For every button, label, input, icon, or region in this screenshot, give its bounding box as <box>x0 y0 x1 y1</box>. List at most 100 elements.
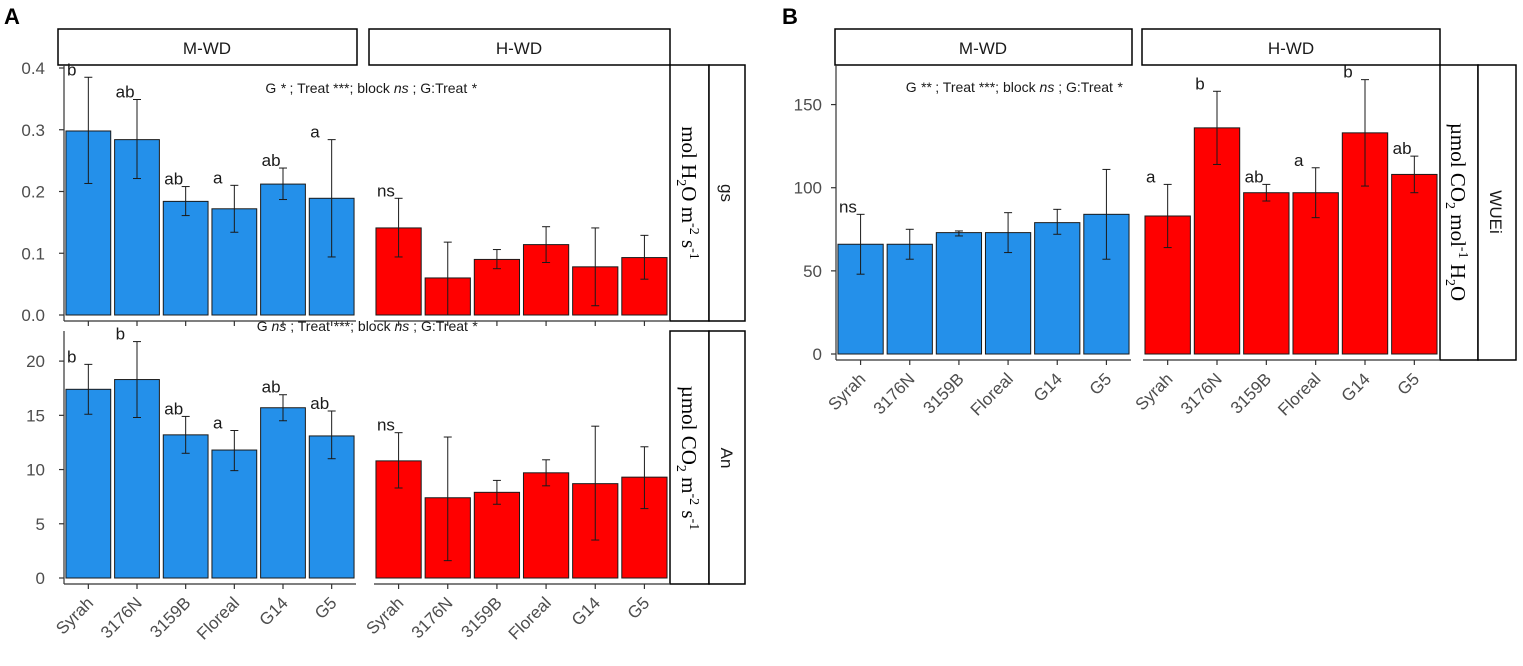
bar-3159b <box>162 200 209 316</box>
x-tick-label-g5: G5 <box>1086 369 1115 398</box>
series-m-wd-an: b Syrah b 3176N ab 3159B a Floreal ab G14 ab G5 <box>52 325 356 644</box>
bar-g14 <box>260 407 306 579</box>
strip-mwd-a <box>57 28 358 66</box>
y-tick-label: 0.2 <box>21 183 45 202</box>
sig-label: a <box>310 123 320 142</box>
bar-3159b <box>473 491 521 579</box>
sig-label: a <box>213 168 223 187</box>
y-tick-label: 0.3 <box>21 121 45 140</box>
x-tick-label-3176n: 3176N <box>870 369 919 418</box>
bar-3159b <box>1243 192 1290 355</box>
sig-label: a <box>1294 151 1304 170</box>
x-tick-label-g14: G14 <box>568 593 604 629</box>
sig-label: ab <box>310 394 329 413</box>
x-tick-label-3176n: 3176N <box>1177 369 1226 418</box>
bar-floreal <box>211 449 258 579</box>
facet-strip-gs: mol H2O m-2 s-1 gs <box>669 64 746 322</box>
panel-letter-a: A <box>4 4 20 29</box>
y-tick-label: 10 <box>26 461 45 480</box>
y-tick-label: 0.1 <box>21 244 45 263</box>
y-tick-label: 0.0 <box>21 306 45 325</box>
sig-label: b <box>67 347 76 366</box>
sig-label: ab <box>164 399 183 418</box>
y-tick-label: 20 <box>26 352 45 371</box>
sig-label: ns <box>377 416 395 435</box>
x-tick-label-3159b: 3159B <box>458 593 506 641</box>
strip-mwd-b <box>834 28 1133 66</box>
bar-g5 <box>1391 173 1438 355</box>
gs-var-strip <box>708 64 746 322</box>
bar-g14 <box>260 183 306 316</box>
y-tick-label: 0 <box>36 569 45 588</box>
bar-g14 <box>1034 222 1081 355</box>
series-h-wd-wuei: a Syrah b 3176N ab 3159B a Floreal b G14 ab G5 <box>1132 63 1439 420</box>
x-tick-label-g14: G14 <box>256 593 292 629</box>
plot-an: 0 5 10 15 20 b Syrah b 3176N ab 3159B a Floreal ab G14… <box>26 325 669 644</box>
facet-strip-an: µmol CO2 m-2 s-1 An <box>669 330 746 585</box>
sig-label: ns <box>377 181 395 200</box>
x-tick-label-g14: G14 <box>1030 369 1066 405</box>
strip-hwd-b-label: H-WD <box>1268 39 1314 58</box>
bar-3176n <box>886 243 933 355</box>
y-tick-label: 5 <box>36 515 45 534</box>
sig-label: ab <box>1245 167 1264 186</box>
bar-syrah <box>65 388 112 579</box>
gs-unit-strip <box>669 64 710 322</box>
x-tick-label-syrah: Syrah <box>52 593 97 638</box>
strip-mwd-a-label: M-WD <box>183 39 231 58</box>
y-tick-label: 100 <box>794 179 822 198</box>
sig-label: b <box>116 325 125 344</box>
sig-label: ab <box>164 170 183 189</box>
x-tick-label-floreal: Floreal <box>193 593 243 643</box>
bar-floreal <box>984 232 1032 355</box>
x-tick-label-g5: G5 <box>311 593 340 622</box>
x-tick-label-syrah: Syrah <box>1132 369 1177 414</box>
bar-floreal <box>522 472 570 579</box>
strip-hwd-b <box>1141 28 1441 66</box>
bar-3159b <box>162 434 209 579</box>
x-tick-label-3159b: 3159B <box>1227 369 1275 417</box>
sig-label: b <box>1195 74 1204 93</box>
x-tick-label-g5: G5 <box>1394 369 1423 398</box>
x-tick-label-syrah: Syrah <box>363 593 408 638</box>
y-tick-label: 50 <box>803 262 822 281</box>
strip-mwd-b-label: M-WD <box>959 39 1007 58</box>
y-tick-label: 0 <box>813 345 822 364</box>
sig-label: ab <box>262 378 281 397</box>
sig-label: b <box>1343 63 1352 82</box>
series-h-wd-gs: ns <box>374 181 669 326</box>
x-tick-label-g14: G14 <box>1338 369 1374 405</box>
wuei-var-label: WUEi <box>1486 190 1505 233</box>
series-m-wd-gs: b ab ab a ab a <box>64 60 356 326</box>
bar-floreal <box>1292 192 1339 355</box>
an-var-strip <box>708 330 746 585</box>
gs-var-label: gs <box>717 184 736 202</box>
strip-hwd-a <box>368 28 671 66</box>
wuei-var-strip <box>1477 64 1517 361</box>
wuei-unit-label: µmol CO2 mol-1 H2O <box>1442 123 1470 301</box>
y-tick-label: 0.4 <box>21 59 45 78</box>
x-tick-label-3176n: 3176N <box>408 593 457 642</box>
gs-unit-label: mol H2O m-2 s-1 <box>673 126 701 260</box>
x-tick-label-3176n: 3176N <box>97 593 146 642</box>
strip-hwd-a-label: H-WD <box>496 39 542 58</box>
stats-gs: G * ; Treat ***; block ns ; G:Treat * <box>265 80 477 96</box>
an-var-label: An <box>717 448 736 469</box>
sig-label: ns <box>839 197 857 216</box>
an-unit-strip <box>669 330 710 585</box>
sig-label: ab <box>116 82 135 101</box>
x-tick-label-floreal: Floreal <box>505 593 555 643</box>
sig-label: a <box>213 414 223 433</box>
y-tick-label: 150 <box>794 96 822 115</box>
an-unit-label: µmol CO2 m-2 s-1 <box>673 386 701 531</box>
stats-wuei: G ** ; Treat ***; block ns ; G:Treat * <box>906 79 1123 95</box>
y-tick-label: 15 <box>26 406 45 425</box>
panel-letter-b: B <box>782 4 798 29</box>
wuei-unit-strip <box>1439 64 1479 361</box>
bar-3159b <box>935 232 983 355</box>
